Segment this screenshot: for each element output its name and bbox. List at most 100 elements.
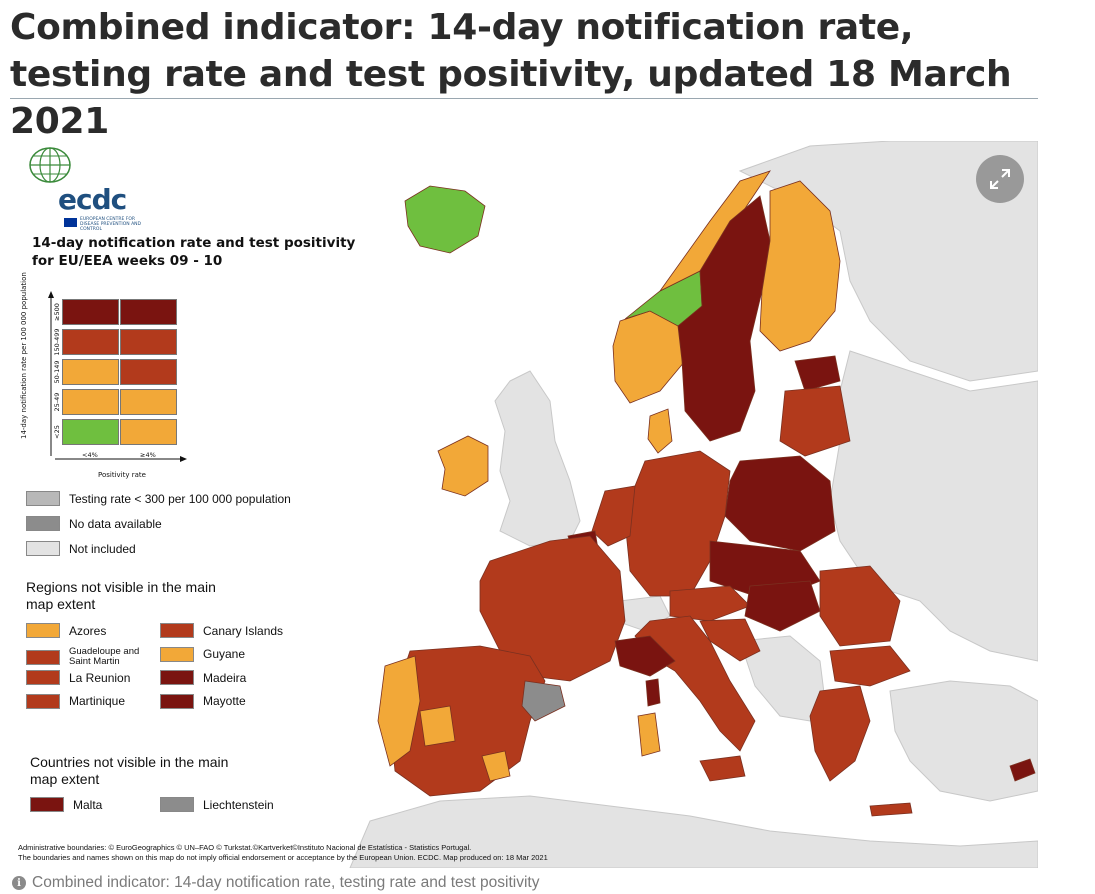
eu-flag-icon bbox=[64, 218, 77, 227]
legend-item: La Reunion bbox=[26, 670, 130, 685]
legend-swatch bbox=[26, 491, 60, 506]
netherlands-belgium bbox=[591, 485, 636, 547]
legend-x-tick: ≥4% bbox=[140, 451, 156, 459]
legend-item: Mayotte bbox=[160, 693, 246, 709]
attribution-line-2: The boundaries and names shown on this m… bbox=[18, 853, 548, 862]
spain-orange-center bbox=[419, 705, 456, 747]
legend-matrix-cell bbox=[62, 389, 119, 415]
legend-y-tick: 150-499 bbox=[53, 328, 61, 356]
countries-heading: Countries not visible in the main map ex… bbox=[30, 754, 229, 787]
figure-caption: i Combined indicator: 14-day notificatio… bbox=[12, 874, 539, 892]
legend-swatch bbox=[30, 797, 64, 812]
ecdc-subtitle: EUROPEAN CENTRE FOR DISEASE PREVENTION A… bbox=[80, 217, 141, 232]
map-attribution: Administrative boundaries: © EuroGeograp… bbox=[18, 843, 548, 863]
legend-item: Madeira bbox=[160, 670, 246, 685]
legend-swatch bbox=[26, 623, 60, 638]
legend-matrix-cell bbox=[62, 419, 119, 445]
legend-label: Not included bbox=[69, 541, 136, 556]
legend-label: La Reunion bbox=[69, 670, 131, 685]
catalonia-nodata bbox=[521, 680, 566, 722]
legend-label: Canary Islands bbox=[203, 623, 284, 638]
legend-item: Azores bbox=[26, 623, 106, 638]
legend-swatch bbox=[160, 670, 194, 685]
legend-y-tick: <25 bbox=[53, 425, 61, 439]
legend-matrix-cell bbox=[120, 299, 177, 325]
legend-matrix-cell bbox=[120, 419, 177, 445]
legend-y-axis-label: 14-day notification rate per 100 000 pop… bbox=[20, 272, 28, 439]
globe-icon bbox=[29, 147, 71, 183]
legend-matrix-cell bbox=[62, 299, 119, 325]
sicily bbox=[699, 755, 746, 782]
legend-matrix-cell bbox=[62, 329, 119, 355]
legend-matrix-cell bbox=[120, 359, 177, 385]
france bbox=[479, 535, 626, 682]
denmark bbox=[647, 408, 673, 454]
caption-text: Combined indicator: 14-day notification … bbox=[32, 874, 540, 891]
legend-swatch bbox=[160, 646, 194, 662]
x-axis-arrow bbox=[55, 456, 187, 462]
legend-label: No data available bbox=[69, 516, 162, 531]
romania bbox=[819, 565, 901, 647]
regions-heading: Regions not visible in the main map exte… bbox=[26, 579, 216, 612]
legend-label: Azores bbox=[69, 623, 107, 638]
legend-y-tick: ≥500 bbox=[53, 303, 61, 321]
crete bbox=[869, 802, 913, 817]
legend-label: Guyane bbox=[203, 647, 246, 661]
legend-item: Malta bbox=[30, 797, 102, 812]
attribution-line-1: Administrative boundaries: © EuroGeograp… bbox=[18, 843, 472, 852]
legend-label: Guadeloupe and Saint Martin bbox=[69, 645, 140, 667]
info-icon[interactable]: i bbox=[12, 876, 26, 890]
legend-swatch bbox=[26, 670, 60, 685]
legend-item: No data available bbox=[26, 516, 162, 531]
y-axis-arrow bbox=[48, 291, 54, 456]
expand-button[interactable] bbox=[976, 155, 1024, 203]
legend-label: Liechtenstein bbox=[203, 797, 274, 812]
map-frame[interactable]: ecdc EUROPEAN CENTRE FOR DISEASE PREVENT… bbox=[10, 141, 1038, 868]
sweden bbox=[677, 195, 771, 442]
legend-swatch bbox=[26, 693, 60, 709]
legend-matrix-cell bbox=[62, 359, 119, 385]
legend-y-tick: 50-149 bbox=[53, 360, 61, 384]
austria bbox=[669, 585, 751, 622]
iceland bbox=[404, 185, 486, 254]
croatia-slovenia bbox=[699, 618, 761, 662]
legend-item: Liechtenstein bbox=[160, 797, 274, 812]
corsica bbox=[645, 678, 661, 707]
legend-x-axis-label: Positivity rate bbox=[98, 471, 146, 479]
legend-swatch bbox=[26, 649, 60, 665]
uk-land bbox=[494, 370, 581, 547]
legend-item: Not included bbox=[26, 541, 136, 556]
legend-label: Testing rate < 300 per 100 000 populatio… bbox=[69, 491, 291, 506]
hungary bbox=[744, 580, 821, 632]
europe-map bbox=[349, 141, 1038, 868]
latvia-lithuania bbox=[779, 385, 851, 457]
ecdc-wordmark: ecdc bbox=[58, 183, 127, 216]
legend-matrix-cell bbox=[120, 329, 177, 355]
legend-y-tick: 25-49 bbox=[53, 392, 61, 412]
legend-swatch bbox=[26, 541, 60, 556]
spain-orange-east bbox=[481, 750, 511, 782]
north-africa-land bbox=[349, 795, 1038, 868]
estonia bbox=[794, 355, 841, 392]
legend-label: Madeira bbox=[203, 670, 247, 685]
portugal bbox=[377, 655, 421, 767]
italy-north-dark bbox=[614, 635, 676, 677]
legend-title: 14-day notification rate and test positi… bbox=[32, 235, 356, 269]
legend-swatch bbox=[160, 693, 194, 709]
bulgaria bbox=[829, 645, 911, 687]
legend-item: Guyane bbox=[160, 646, 246, 662]
expand-icon bbox=[990, 169, 1010, 189]
legend-swatch bbox=[160, 797, 194, 812]
page-title: Combined indicator: 14-day notification … bbox=[10, 7, 1012, 142]
eu-countries bbox=[377, 170, 1036, 817]
norway-south bbox=[612, 310, 686, 404]
turkey-land bbox=[889, 680, 1038, 802]
poland bbox=[724, 455, 836, 552]
legend-label: Martinique bbox=[69, 694, 126, 708]
ireland bbox=[437, 435, 489, 497]
legend-x-tick: <4% bbox=[82, 451, 98, 459]
non-eu-land bbox=[349, 141, 1038, 868]
ecdc-logo: ecdc EUROPEAN CENTRE FOR DISEASE PREVENT… bbox=[28, 147, 168, 232]
legend-item: Guadeloupe and Saint Martin bbox=[26, 645, 159, 668]
greece bbox=[809, 685, 871, 782]
